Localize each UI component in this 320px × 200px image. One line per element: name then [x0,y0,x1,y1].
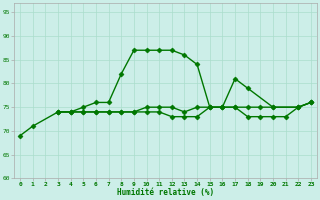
X-axis label: Humidité relative (%): Humidité relative (%) [117,188,214,197]
